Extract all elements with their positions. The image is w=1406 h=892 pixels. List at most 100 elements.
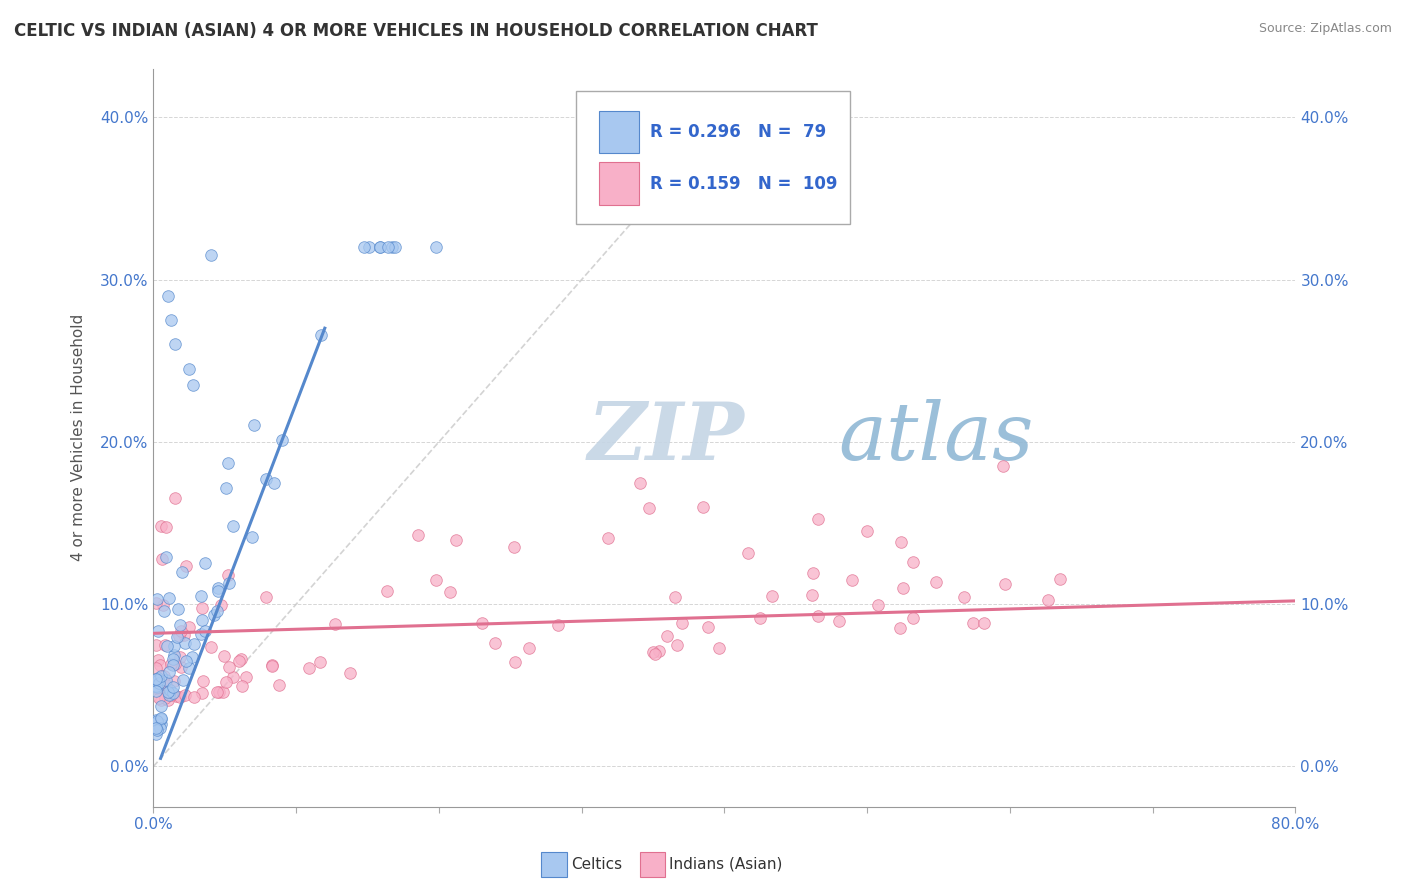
Point (207, 581, 229, 595)
Point (205, 604, 228, 618)
Point (993, 577, 1015, 591)
Point (169, 690, 191, 704)
Point (194, 556, 217, 570)
Point (903, 611, 925, 625)
Point (150, 698, 173, 713)
Point (749, 611, 772, 625)
Point (162, 652, 184, 666)
Point (150, 669, 173, 683)
Point (176, 558, 198, 573)
Point (148, 653, 170, 667)
Point (547, 618, 569, 632)
Point (260, 658, 283, 673)
Point (841, 573, 863, 587)
Point (152, 604, 174, 618)
Point (231, 679, 253, 693)
Point (156, 289, 179, 303)
Point (155, 691, 177, 706)
Point (191, 601, 214, 615)
Point (384, 240, 406, 254)
Text: R = 0.159   N =  109: R = 0.159 N = 109 (650, 175, 838, 193)
Point (891, 581, 914, 595)
Point (163, 337, 186, 351)
Point (952, 590, 974, 604)
Point (215, 674, 238, 689)
Point (692, 500, 714, 514)
Point (179, 361, 201, 376)
Point (191, 674, 214, 689)
Point (190, 627, 212, 641)
Point (801, 588, 824, 602)
Point (152, 669, 174, 683)
Point (150, 677, 173, 691)
Point (148, 675, 170, 690)
Point (377, 240, 399, 254)
Point (191, 686, 214, 700)
Point (173, 628, 195, 642)
Point (145, 721, 167, 735)
Point (145, 638, 167, 652)
Point (145, 680, 167, 694)
Point (517, 641, 540, 656)
Point (444, 533, 467, 547)
Point (152, 552, 174, 566)
Point (163, 673, 186, 688)
Point (145, 672, 167, 686)
Point (353, 240, 375, 254)
Point (664, 591, 686, 605)
Point (169, 649, 191, 664)
Point (235, 670, 257, 684)
Point (254, 472, 277, 486)
Point (169, 617, 191, 632)
Point (155, 520, 177, 534)
Point (167, 602, 190, 616)
Point (339, 666, 361, 681)
Point (761, 589, 783, 603)
Point (150, 716, 173, 731)
Point (229, 652, 252, 666)
Point (155, 639, 177, 653)
Point (149, 712, 172, 726)
Point (671, 616, 693, 631)
Point (145, 683, 167, 698)
Point (162, 686, 184, 700)
Point (159, 313, 181, 327)
Text: Celtics: Celtics (571, 857, 621, 871)
Point (901, 556, 924, 570)
Y-axis label: 4 or more Vehicles in Household: 4 or more Vehicles in Household (72, 314, 86, 561)
Text: CELTIC VS INDIAN (ASIAN) 4 OR MORE VEHICLES IN HOUSEHOLD CORRELATION CHART: CELTIC VS INDIAN (ASIAN) 4 OR MORE VEHIC… (14, 22, 818, 40)
Point (228, 654, 250, 668)
Point (148, 672, 170, 686)
Point (145, 661, 167, 675)
Point (155, 638, 177, 652)
Point (801, 566, 824, 581)
Point (263, 475, 285, 490)
Text: R = 0.296   N =  79: R = 0.296 N = 79 (650, 123, 827, 141)
Point (160, 688, 183, 702)
Point (165, 689, 187, 703)
Text: atlas: atlas (838, 399, 1033, 476)
Point (368, 240, 391, 254)
Point (218, 576, 240, 591)
Text: Indians (Asian): Indians (Asian) (669, 857, 783, 871)
Point (212, 648, 235, 663)
Point (212, 685, 235, 699)
Point (222, 519, 245, 533)
Point (471, 616, 494, 631)
Point (425, 573, 447, 587)
Point (157, 685, 180, 699)
Point (311, 328, 333, 343)
Point (697, 620, 720, 634)
Point (145, 681, 167, 695)
Point (146, 592, 169, 607)
Point (217, 568, 239, 582)
Point (162, 648, 184, 663)
Point (183, 690, 205, 705)
Point (406, 528, 429, 542)
Point (145, 679, 167, 693)
Point (370, 240, 392, 254)
Point (149, 680, 172, 694)
Point (155, 678, 177, 692)
Point (150, 518, 173, 533)
Point (148, 690, 170, 705)
